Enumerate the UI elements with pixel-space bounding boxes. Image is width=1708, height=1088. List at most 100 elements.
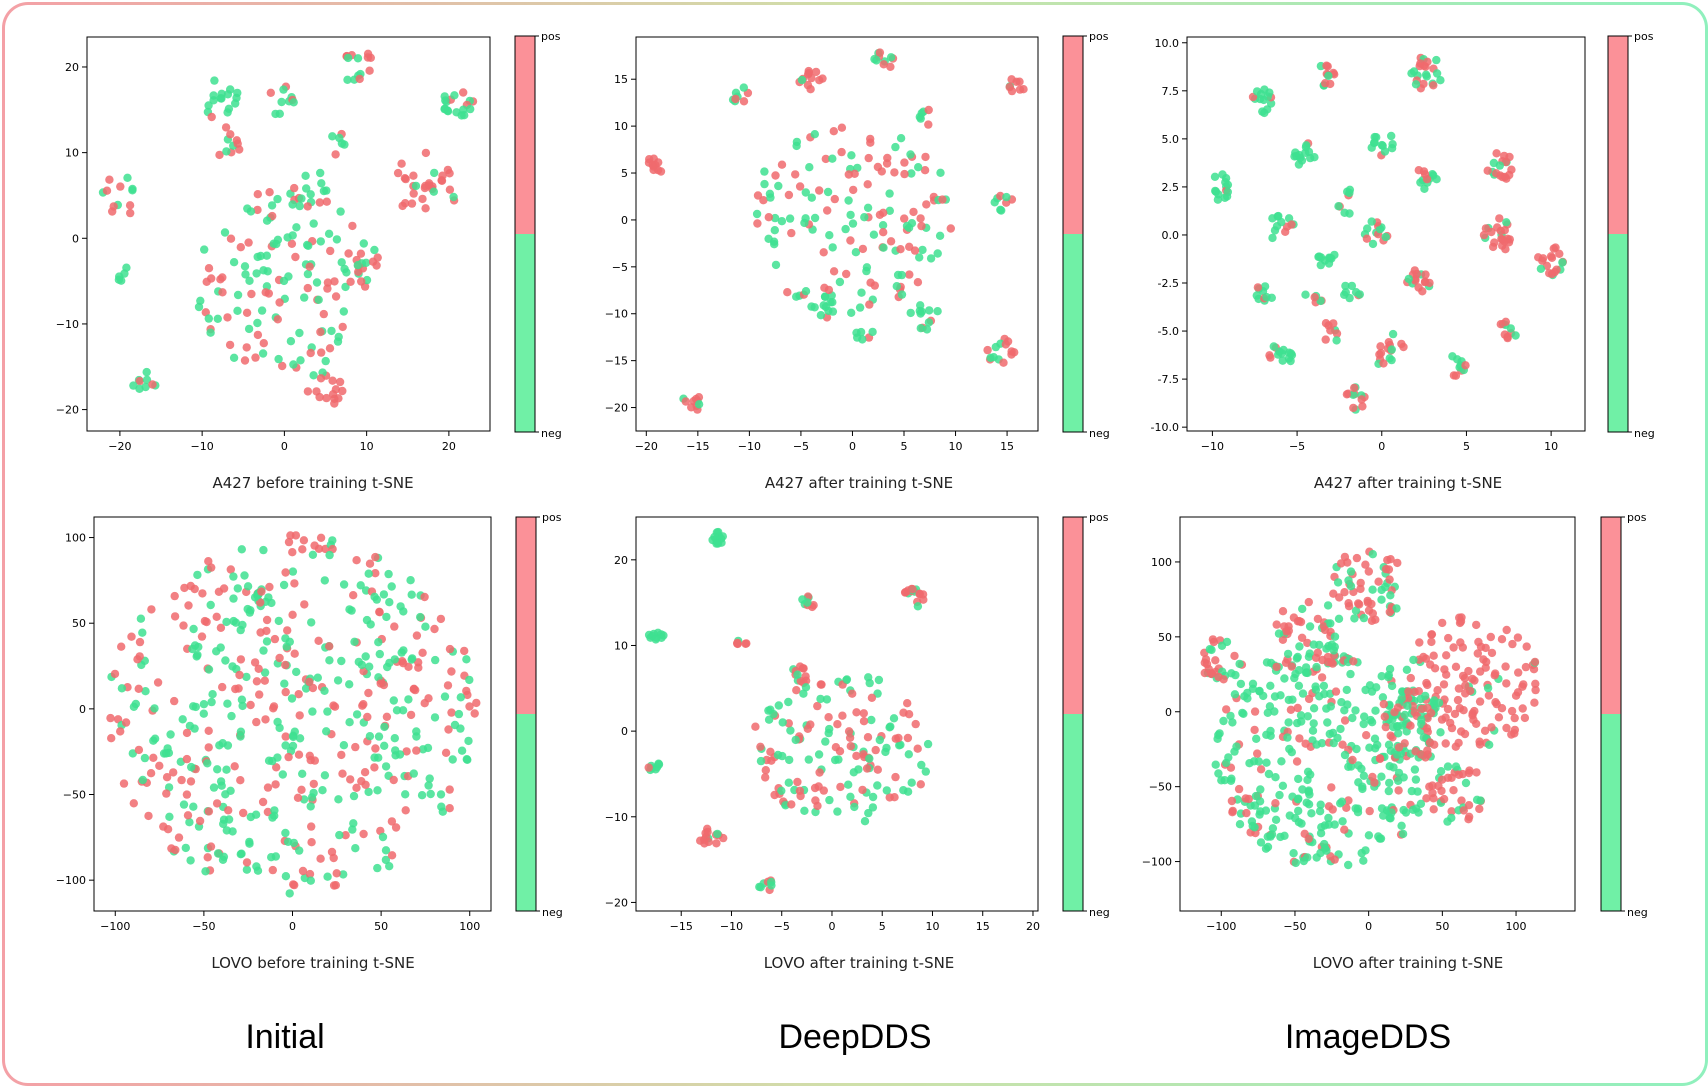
scatter-points (1210, 53, 1568, 414)
point-neg (847, 308, 856, 317)
point-neg (465, 675, 474, 685)
point-neg (430, 713, 440, 722)
point-neg (784, 778, 793, 787)
point-pos (1555, 249, 1564, 258)
point-pos (764, 213, 773, 222)
point-pos (290, 183, 299, 193)
point-neg (339, 741, 349, 750)
point-neg (760, 167, 769, 176)
point-neg (268, 813, 277, 822)
point-pos (252, 717, 261, 727)
point-pos (438, 171, 447, 180)
point-pos (349, 591, 358, 600)
point-neg (731, 88, 741, 98)
y-tick-label: 0 (79, 703, 86, 716)
point-pos (1464, 768, 1474, 778)
point-pos (999, 358, 1008, 367)
point-neg (341, 282, 350, 292)
point-pos (1371, 615, 1380, 624)
point-pos (463, 690, 472, 700)
point-neg (359, 239, 368, 248)
point-pos (444, 725, 453, 734)
point-neg (1416, 799, 1426, 808)
point-pos (1497, 635, 1507, 644)
point-pos (1286, 705, 1296, 714)
point-pos (1442, 651, 1451, 660)
point-pos (287, 239, 297, 248)
point-neg (199, 700, 209, 709)
scatter-points (98, 49, 478, 408)
point-neg (1385, 354, 1394, 363)
point-pos (1414, 166, 1424, 175)
point-pos (242, 308, 252, 317)
point-neg (828, 154, 837, 163)
point-neg (462, 755, 471, 764)
point-neg (1295, 642, 1304, 651)
point-neg (1275, 790, 1284, 800)
point-pos (733, 639, 742, 648)
point-pos (1332, 329, 1342, 338)
point-neg (231, 618, 241, 627)
point-pos (845, 733, 855, 742)
point-neg (295, 201, 304, 211)
point-neg (274, 354, 283, 364)
point-pos (1420, 170, 1430, 179)
point-pos (1487, 648, 1497, 658)
point-neg (810, 303, 819, 312)
point-pos (1394, 743, 1404, 752)
x-tick-label: −10 (191, 440, 214, 453)
point-pos (281, 660, 290, 670)
point-pos (147, 605, 156, 614)
point-pos (225, 340, 235, 350)
point-neg (233, 584, 242, 593)
point-neg (1384, 672, 1393, 682)
point-pos (1531, 679, 1540, 688)
point-neg (295, 734, 305, 743)
point-neg (288, 567, 298, 576)
point-pos (226, 130, 235, 139)
point-neg (1303, 712, 1313, 721)
point-neg (262, 251, 271, 260)
point-neg (1483, 683, 1493, 693)
point-pos (1458, 643, 1468, 652)
point-pos (787, 228, 796, 238)
point-neg (1280, 831, 1289, 840)
point-neg (206, 328, 215, 337)
point-pos (351, 742, 360, 752)
point-pos (651, 160, 660, 170)
point-pos (119, 779, 129, 788)
y-tick-label: 20 (65, 61, 79, 74)
point-neg (237, 695, 247, 704)
point-pos (795, 786, 805, 795)
point-neg (150, 734, 160, 743)
point-pos (850, 169, 859, 178)
point-pos (221, 123, 231, 132)
y-tick-label: −10 (605, 811, 628, 824)
point-neg (319, 186, 329, 196)
point-pos (1202, 659, 1212, 669)
point-pos (149, 753, 158, 762)
point-pos (418, 648, 427, 657)
point-pos (105, 175, 114, 184)
point-neg (1276, 691, 1285, 700)
point-pos (346, 775, 355, 784)
point-neg (1338, 817, 1347, 826)
point-pos (1297, 633, 1307, 642)
point-neg (1301, 290, 1310, 299)
point-neg (825, 795, 834, 805)
point-neg (339, 870, 348, 879)
point-neg (921, 767, 930, 776)
point-neg (1364, 831, 1374, 840)
point-neg (654, 760, 664, 769)
point-neg (218, 739, 227, 748)
point-pos (806, 85, 815, 94)
point-neg (417, 791, 427, 800)
point-neg (325, 550, 334, 560)
point-neg (281, 634, 290, 643)
point-neg (412, 727, 421, 736)
point-pos (1411, 276, 1420, 285)
point-neg (297, 194, 306, 203)
point-pos (1278, 607, 1288, 616)
point-neg (1315, 692, 1324, 701)
point-pos (182, 754, 192, 764)
